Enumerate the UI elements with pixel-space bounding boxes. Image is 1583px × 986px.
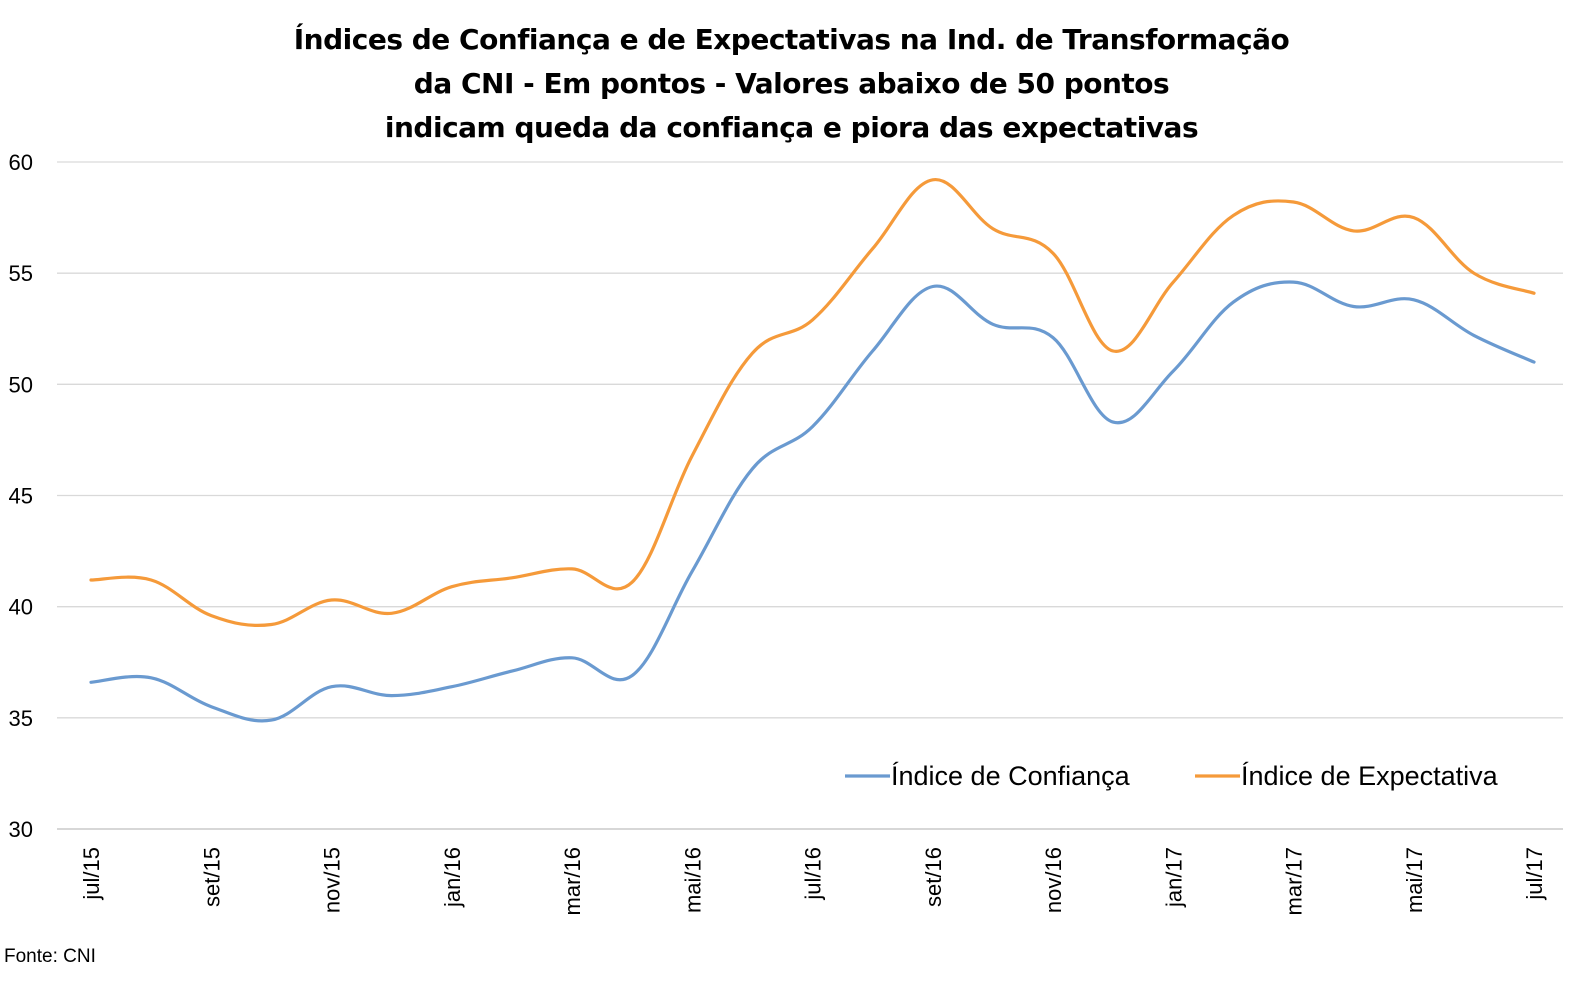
x-tick-label: jul/15 [79, 847, 104, 901]
y-axis-ticks: 30 35 40 45 50 55 60 [9, 150, 33, 842]
x-tick-label: jan/16 [440, 847, 465, 908]
x-tick-label: set/15 [199, 847, 224, 907]
x-tick-label: mar/17 [1282, 847, 1307, 915]
chart-title-line: indicam queda da confiança e piora das e… [384, 111, 1199, 144]
y-tick-label: 45 [9, 484, 33, 509]
x-tick-label: jan/17 [1161, 847, 1186, 908]
x-tick-label: jul/17 [1522, 847, 1547, 901]
y-tick-label: 40 [9, 595, 33, 620]
legend-label: Índice de Confiança [891, 761, 1131, 791]
x-tick-label: set/16 [921, 847, 946, 907]
x-tick-label: mai/16 [680, 847, 705, 913]
x-tick-label: jul/16 [801, 847, 826, 901]
legend-label: Índice de Expectativa [1241, 761, 1499, 791]
chart-title: Índices de Confiança e de Expectativas n… [0, 18, 1583, 150]
source-note: Fonte: CNI [4, 946, 96, 967]
gridlines [57, 161, 1563, 830]
expectation-index-line [89, 178, 1536, 628]
chart-title-line: da CNI - Em pontos - Valores abaixo de 5… [413, 67, 1170, 100]
chart-title-line: Índices de Confiança e de Expectativas n… [293, 23, 1290, 56]
confidence-index-line [89, 280, 1536, 723]
y-tick-label: 60 [9, 150, 33, 175]
legend: Índice de Confiança Índice de Expectativa [845, 761, 1499, 791]
x-tick-label: nov/16 [1041, 847, 1066, 913]
x-tick-label: nov/15 [320, 847, 345, 913]
y-tick-label: 55 [9, 261, 33, 286]
x-axis-ticks: jul/15 set/15 nov/15 jan/16 mar/16 mai/16 jul/… [79, 847, 1547, 915]
y-tick-label: 35 [9, 706, 33, 731]
x-tick-label: mar/16 [560, 847, 585, 915]
series-lines [89, 178, 1536, 723]
y-tick-label: 50 [9, 372, 33, 397]
y-tick-label: 30 [9, 817, 33, 842]
x-tick-label: mai/17 [1402, 847, 1427, 913]
